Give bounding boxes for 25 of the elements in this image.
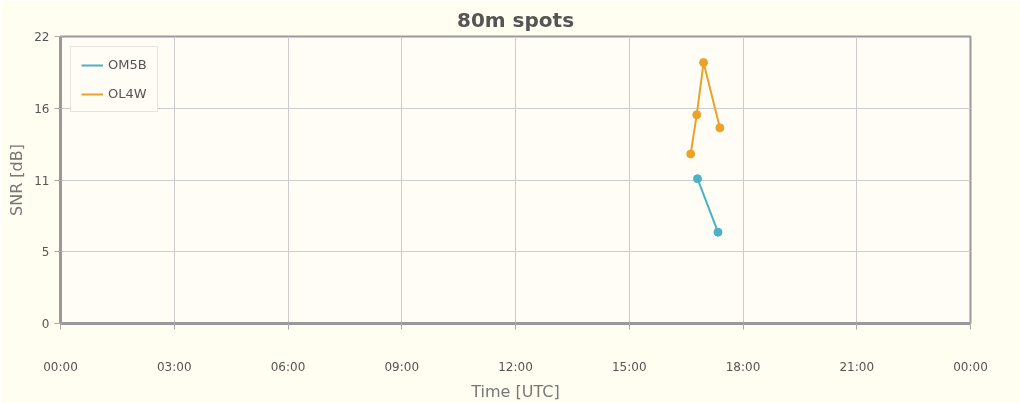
x-tick-label: 03:00 xyxy=(156,359,192,374)
point xyxy=(686,149,696,159)
legend-label: OL4W xyxy=(108,86,147,101)
y-tick-label: 5 xyxy=(41,245,50,260)
x-tick-label: 21:00 xyxy=(839,359,875,374)
y-tick-label: 11 xyxy=(34,173,50,188)
x-tick-label: 15:00 xyxy=(611,359,647,374)
x-tick-label: 00:00 xyxy=(953,359,988,374)
x-tick-label: 06:00 xyxy=(270,359,306,374)
legend-label: OM5B xyxy=(108,57,147,72)
y-tick-label: 16 xyxy=(34,101,50,116)
point xyxy=(715,123,725,133)
y-tick-label: 22 xyxy=(34,30,50,44)
chart-title: 80m spots xyxy=(456,7,575,32)
y-axis-title: SNR [dB] xyxy=(7,144,27,216)
x-axis-title: Time [UTC] xyxy=(470,381,560,401)
x-tick-label: 00:00 xyxy=(43,359,78,374)
point xyxy=(713,227,723,237)
x-tick-label: 18:00 xyxy=(725,359,761,374)
x-tick-label: 09:00 xyxy=(384,359,420,374)
point xyxy=(699,58,709,68)
y-tick-label: 0 xyxy=(41,317,50,331)
point xyxy=(693,174,702,184)
x-tick-label: 12:00 xyxy=(498,359,533,374)
point xyxy=(692,110,702,120)
